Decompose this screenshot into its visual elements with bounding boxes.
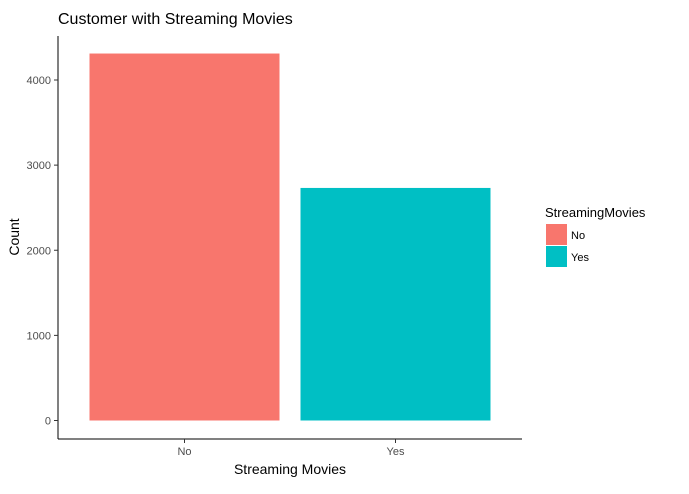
legend-entries: No Yes — [546, 224, 589, 267]
x-tick-label: Yes — [387, 446, 405, 458]
legend-swatch-no — [546, 224, 567, 245]
y-tick-label: 3000 — [27, 160, 51, 172]
y-tick-label: 4000 — [27, 75, 51, 87]
y-axis-ticks: 0 1000 2000 3000 4000 — [27, 75, 58, 428]
legend-title: StreamingMovies — [545, 205, 646, 220]
legend-swatch-yes — [546, 246, 567, 267]
bar-yes — [300, 187, 491, 421]
x-tick-label: No — [177, 446, 191, 458]
bars-group — [89, 53, 491, 421]
x-axis-ticks: No Yes — [177, 439, 405, 458]
legend-label-yes: Yes — [571, 252, 589, 264]
chart-title: Customer with Streaming Movies — [58, 11, 293, 28]
legend-label-no: No — [571, 230, 585, 242]
bar-no — [89, 53, 280, 421]
legend: StreamingMovies No Yes — [545, 205, 646, 267]
y-axis-title: Count — [6, 218, 22, 255]
y-tick-label: 2000 — [27, 245, 51, 257]
x-axis-title: Streaming Movies — [234, 461, 346, 477]
y-tick-label: 0 — [45, 416, 51, 428]
y-tick-label: 1000 — [27, 330, 51, 342]
